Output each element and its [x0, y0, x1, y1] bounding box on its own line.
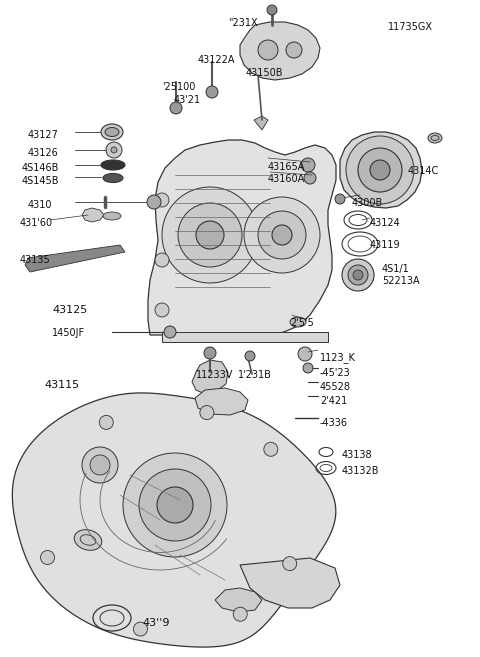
Ellipse shape — [103, 212, 121, 220]
Circle shape — [258, 40, 278, 60]
Circle shape — [267, 5, 277, 15]
Circle shape — [258, 211, 306, 259]
Circle shape — [40, 551, 55, 564]
Text: 43115: 43115 — [44, 380, 79, 390]
Circle shape — [99, 415, 113, 430]
Circle shape — [244, 197, 320, 273]
Circle shape — [342, 259, 374, 291]
Circle shape — [335, 194, 345, 204]
Circle shape — [170, 102, 182, 114]
Polygon shape — [240, 22, 320, 80]
Circle shape — [133, 622, 147, 636]
Circle shape — [155, 253, 169, 267]
Text: 4S145B: 4S145B — [22, 176, 60, 186]
Circle shape — [272, 225, 292, 245]
Circle shape — [123, 453, 227, 557]
Circle shape — [200, 405, 214, 420]
Polygon shape — [340, 132, 422, 208]
Text: '25100: '25100 — [162, 82, 195, 92]
Circle shape — [303, 363, 313, 373]
Polygon shape — [195, 388, 248, 415]
Circle shape — [147, 195, 161, 209]
Text: 45528: 45528 — [320, 382, 351, 392]
Polygon shape — [82, 208, 104, 222]
Circle shape — [370, 160, 390, 180]
Text: 11735GX: 11735GX — [388, 22, 433, 32]
Text: 43165A: 43165A — [268, 162, 305, 172]
Text: 1123_K: 1123_K — [320, 352, 356, 363]
Polygon shape — [254, 116, 268, 130]
Text: 4310: 4310 — [28, 200, 52, 210]
Text: 43126: 43126 — [28, 148, 59, 158]
Polygon shape — [12, 393, 336, 647]
Circle shape — [298, 347, 312, 361]
Circle shape — [353, 270, 363, 280]
Circle shape — [206, 86, 218, 98]
Text: 52213A: 52213A — [382, 276, 420, 286]
Circle shape — [301, 158, 315, 172]
Circle shape — [346, 136, 414, 204]
Text: 43''9: 43''9 — [142, 618, 169, 628]
Ellipse shape — [103, 173, 123, 183]
Text: 11233V: 11233V — [196, 370, 233, 380]
Text: 4314C: 4314C — [408, 166, 439, 176]
Circle shape — [233, 607, 247, 622]
Text: 43127: 43127 — [28, 130, 59, 140]
Circle shape — [196, 221, 224, 249]
Text: 4S1/1: 4S1/1 — [382, 264, 410, 274]
Circle shape — [204, 347, 216, 359]
Text: "231X: "231X — [228, 18, 258, 28]
Text: 43135: 43135 — [20, 255, 51, 265]
Circle shape — [162, 187, 258, 283]
Circle shape — [157, 487, 193, 523]
Text: 43150B: 43150B — [246, 68, 284, 78]
Ellipse shape — [74, 530, 102, 551]
Text: 43'21: 43'21 — [174, 95, 201, 105]
Circle shape — [304, 172, 316, 184]
Ellipse shape — [101, 124, 123, 140]
Text: 1450JF: 1450JF — [52, 328, 85, 338]
Circle shape — [82, 447, 118, 483]
Polygon shape — [25, 245, 125, 272]
Text: -45'23: -45'23 — [320, 368, 351, 378]
Circle shape — [155, 193, 169, 207]
Circle shape — [283, 556, 297, 571]
Text: 43125: 43125 — [52, 305, 87, 315]
Circle shape — [245, 351, 255, 361]
Text: 4300B: 4300B — [352, 198, 383, 208]
Polygon shape — [148, 140, 336, 336]
Text: 2'421: 2'421 — [320, 396, 347, 406]
Text: -4336: -4336 — [320, 418, 348, 428]
Text: 2'5'5: 2'5'5 — [290, 318, 314, 328]
Circle shape — [264, 442, 278, 457]
Circle shape — [111, 147, 117, 153]
Circle shape — [358, 148, 402, 192]
Text: 1'231B: 1'231B — [238, 370, 272, 380]
Text: 43160A: 43160A — [268, 174, 305, 184]
Ellipse shape — [428, 133, 442, 143]
Circle shape — [164, 326, 176, 338]
Ellipse shape — [290, 317, 306, 327]
Ellipse shape — [105, 127, 119, 137]
Polygon shape — [192, 360, 228, 394]
Circle shape — [286, 42, 302, 58]
Text: 4S146B: 4S146B — [22, 163, 60, 173]
Text: 43132B: 43132B — [342, 466, 380, 476]
Text: 43138: 43138 — [342, 450, 372, 460]
Text: 43122A: 43122A — [198, 55, 236, 65]
Text: 43124: 43124 — [370, 218, 401, 228]
Text: 431'60: 431'60 — [20, 218, 53, 228]
Circle shape — [178, 203, 242, 267]
Text: 43119: 43119 — [370, 240, 401, 250]
Polygon shape — [215, 588, 262, 612]
Circle shape — [155, 303, 169, 317]
Circle shape — [90, 455, 110, 475]
Polygon shape — [240, 558, 340, 608]
Circle shape — [139, 469, 211, 541]
Circle shape — [106, 142, 122, 158]
Polygon shape — [162, 332, 328, 342]
Ellipse shape — [101, 160, 125, 170]
Circle shape — [348, 265, 368, 285]
